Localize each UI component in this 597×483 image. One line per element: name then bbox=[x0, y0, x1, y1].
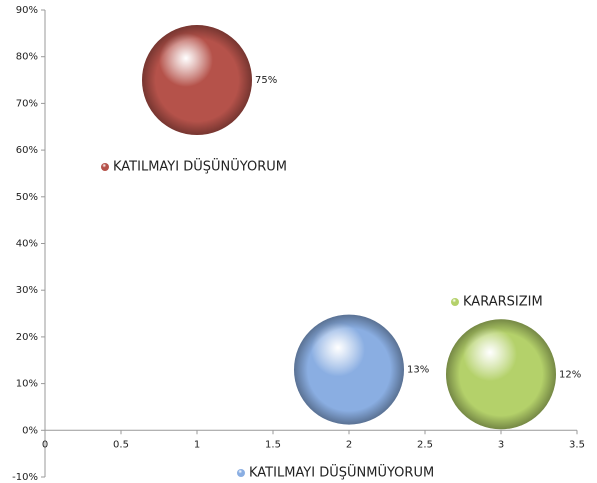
legend-label: KATILMAYI DÜŞÜNMÜYORUM bbox=[249, 464, 434, 481]
y-tick-label: -10% bbox=[12, 472, 38, 483]
y-tick-label: 50% bbox=[16, 192, 38, 203]
bubble bbox=[446, 319, 556, 430]
data-label: 13% bbox=[407, 365, 429, 376]
bubble bbox=[142, 25, 252, 136]
legend-marker bbox=[237, 469, 245, 477]
y-tick-label: 20% bbox=[16, 332, 38, 343]
data-label: 75% bbox=[255, 75, 277, 86]
y-tick-label: 80% bbox=[16, 52, 38, 63]
bubble bbox=[294, 314, 404, 425]
x-tick-label: 1 bbox=[194, 439, 200, 450]
y-tick-label: 90% bbox=[16, 5, 38, 16]
x-tick-label: 3.5 bbox=[569, 439, 585, 450]
x-tick-label: 0.5 bbox=[113, 439, 129, 450]
x-tick-label: 1.5 bbox=[265, 439, 281, 450]
y-tick-label: 70% bbox=[16, 98, 38, 109]
x-tick-label: 2.5 bbox=[417, 439, 433, 450]
legend-marker bbox=[451, 298, 459, 306]
data-label: 12% bbox=[559, 369, 581, 380]
x-tick-label: 3 bbox=[498, 439, 504, 450]
y-tick-label: 40% bbox=[16, 239, 38, 250]
legend-marker bbox=[101, 163, 109, 171]
y-tick-label: 60% bbox=[16, 145, 38, 156]
y-tick-label: 30% bbox=[16, 285, 38, 296]
legend-label: KATILMAYI DÜŞÜNÜYORUM bbox=[113, 158, 287, 175]
legend-label: KARARSIZIM bbox=[463, 295, 543, 310]
x-tick-label: 2 bbox=[346, 439, 352, 450]
y-tick-label: 10% bbox=[16, 379, 38, 390]
y-tick-label: 0% bbox=[22, 425, 38, 436]
x-tick-label: 0 bbox=[42, 439, 48, 450]
